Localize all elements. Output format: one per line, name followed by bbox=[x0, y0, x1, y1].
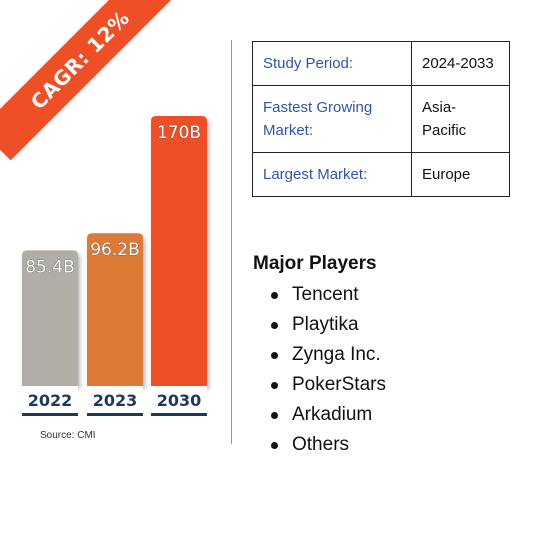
major-players-list: Tencent Playtika Zynga Inc. PokerStars A… bbox=[253, 282, 386, 462]
bullet-icon bbox=[271, 322, 278, 329]
table-row: Largest Market: Europe bbox=[252, 152, 510, 197]
list-item: Playtika bbox=[253, 312, 386, 342]
bar-2023 bbox=[87, 233, 143, 386]
category-label-underline bbox=[22, 413, 78, 416]
table-key-fastest-growing: Fastest Growing Market: bbox=[252, 85, 412, 153]
vertical-divider bbox=[231, 40, 232, 444]
category-label-box bbox=[22, 386, 78, 413]
source-note: Source: CMI bbox=[40, 430, 96, 441]
bullet-icon bbox=[271, 382, 278, 389]
major-players-title: Major Players bbox=[253, 253, 377, 274]
table-key-study-period: Study Period: bbox=[252, 41, 412, 86]
player-name: Tencent bbox=[292, 284, 359, 305]
bullet-icon bbox=[271, 442, 278, 449]
player-name: Zynga Inc. bbox=[292, 344, 381, 365]
list-item: Zynga Inc. bbox=[253, 342, 386, 372]
list-item: Tencent bbox=[253, 282, 386, 312]
player-name: PokerStars bbox=[292, 374, 386, 395]
list-item: Arkadium bbox=[253, 402, 386, 432]
bullet-icon bbox=[271, 412, 278, 419]
table-value-study-period: 2024-2033 bbox=[411, 41, 510, 86]
bar-2022 bbox=[22, 250, 78, 386]
market-info-table: Study Period: 2024-2033 Fastest Growing … bbox=[252, 41, 510, 197]
bar-value-label: 96.2B bbox=[90, 240, 140, 260]
table-key-largest-market: Largest Market: bbox=[252, 152, 412, 197]
table-value-largest-market: Europe bbox=[411, 152, 510, 197]
player-name: Arkadium bbox=[292, 404, 373, 425]
bar-chart: 2022 85.4B 2023 96.2B 2030 170B bbox=[22, 116, 207, 416]
table-value-fastest-growing: Asia-Pacific bbox=[411, 85, 510, 153]
category-label-box bbox=[87, 386, 143, 413]
table-row: Fastest Growing Market: Asia-Pacific bbox=[252, 85, 510, 153]
category-label-underline bbox=[151, 413, 207, 416]
bar-value-label: 170B bbox=[157, 123, 201, 143]
category-label-underline bbox=[87, 413, 143, 416]
table-row: Study Period: 2024-2033 bbox=[252, 41, 510, 86]
category-label-box bbox=[151, 386, 207, 413]
category-label: 2030 bbox=[157, 391, 202, 410]
bullet-icon bbox=[271, 352, 278, 359]
category-label: 2023 bbox=[93, 391, 138, 410]
list-item: Others bbox=[253, 432, 386, 462]
player-name: Others bbox=[292, 434, 350, 455]
bar-value-label: 85.4B bbox=[25, 257, 75, 277]
player-name: Playtika bbox=[292, 314, 359, 335]
category-label: 2022 bbox=[28, 391, 73, 410]
list-item: PokerStars bbox=[253, 372, 386, 402]
bullet-icon bbox=[271, 292, 278, 299]
bar-2030 bbox=[151, 116, 207, 386]
